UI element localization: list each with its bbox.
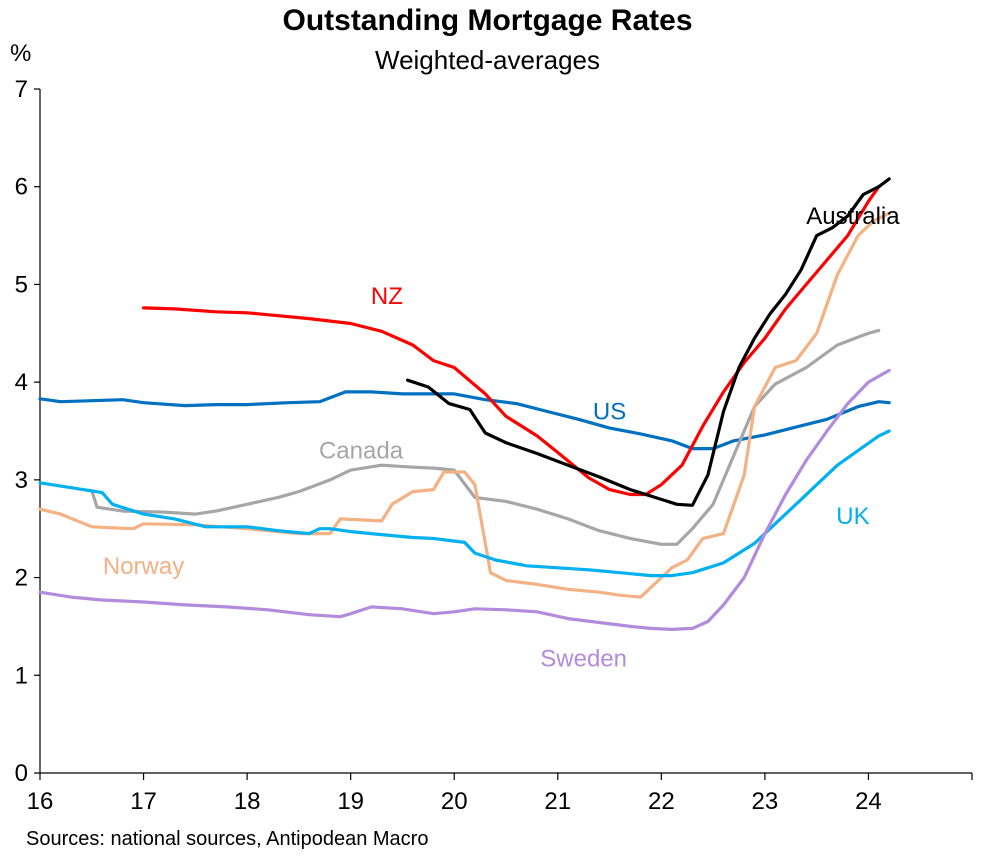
series-line-norway — [38, 211, 891, 599]
x-tick-label: 16 — [27, 788, 54, 815]
series-line-australia — [406, 177, 891, 507]
series-label-nz: NZ — [371, 283, 403, 310]
chart-series-labels: Australia NZ US Canada UK Norway Sweden — [103, 203, 900, 673]
y-tick-label: 7 — [15, 76, 28, 103]
series-label-norway: Norway — [103, 553, 184, 580]
y-tick-label: 5 — [15, 271, 28, 298]
chart-title: Outstanding Mortgage Rates — [282, 4, 693, 37]
series-label-us: US — [593, 398, 626, 425]
y-tick-label: 3 — [15, 467, 28, 494]
y-tick-label: 1 — [15, 662, 28, 689]
x-tick-label: 22 — [648, 788, 675, 815]
series-line-nz — [142, 185, 881, 497]
series-label-australia: Australia — [806, 203, 900, 230]
x-tick-label: 17 — [130, 788, 157, 815]
y-tick-label: 2 — [15, 565, 28, 592]
chart-source-note: Sources: national sources, Antipodean Ma… — [26, 828, 429, 850]
y-tick-label: 0 — [15, 760, 28, 787]
x-tick-label: 23 — [752, 788, 779, 815]
chart-subtitle: Weighted-averages — [375, 45, 600, 75]
series-line-sweden — [38, 368, 891, 632]
chart-series-lines — [38, 177, 891, 632]
x-tick-label: 20 — [441, 788, 468, 815]
y-tick-label: 6 — [15, 174, 28, 201]
series-line-uk — [38, 429, 891, 578]
y-axis-unit-label: % — [10, 40, 32, 67]
y-tick-label: 4 — [15, 369, 28, 396]
series-line-us — [38, 390, 891, 451]
x-tick-label: 18 — [234, 788, 261, 815]
series-label-canada: Canada — [319, 438, 404, 465]
series-label-sweden: Sweden — [540, 646, 627, 673]
x-tick-label: 24 — [855, 788, 882, 815]
x-tick-label: 19 — [337, 788, 364, 815]
series-label-uk: UK — [836, 503, 869, 530]
x-tick-label: 21 — [544, 788, 571, 815]
series-line-canada — [90, 328, 881, 546]
